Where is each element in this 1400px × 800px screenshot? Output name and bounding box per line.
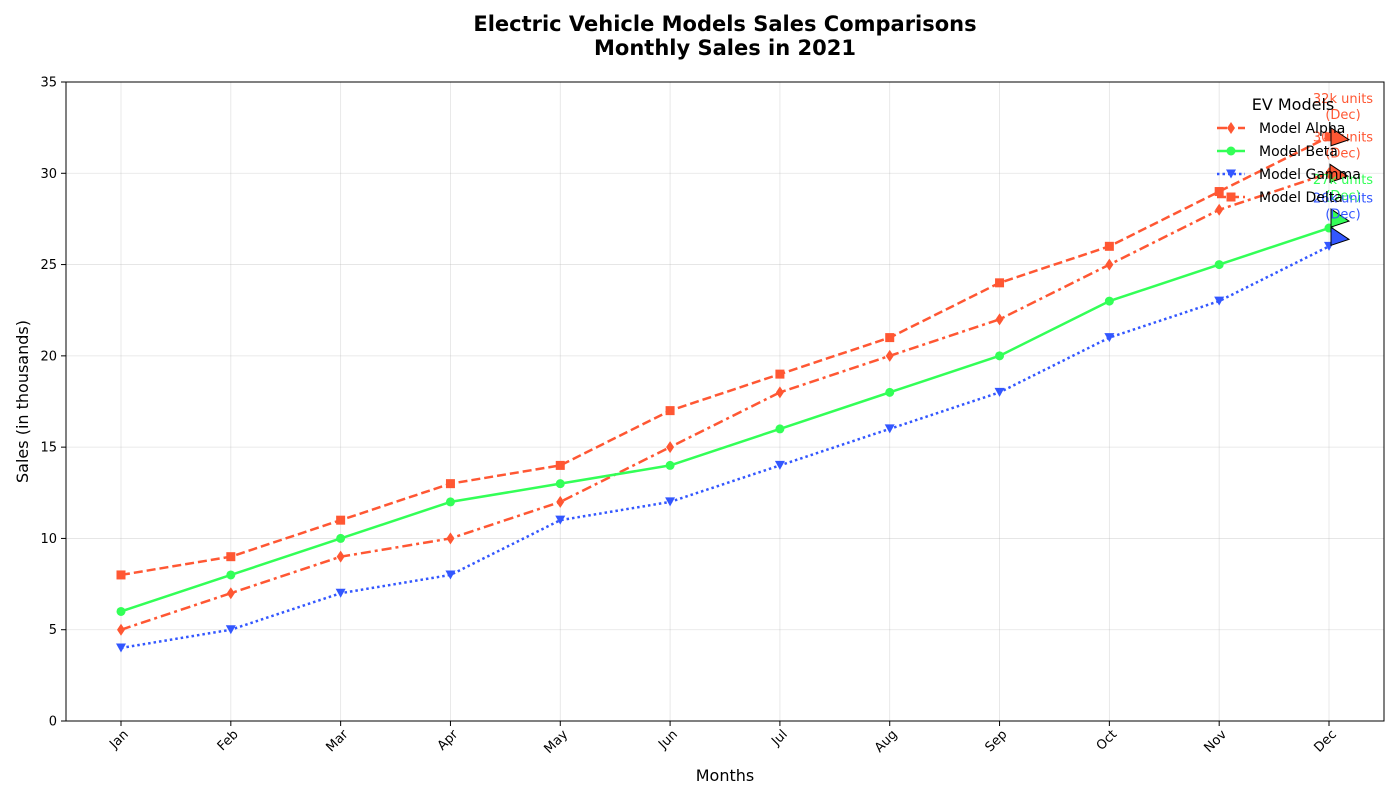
data-point [555, 479, 565, 489]
series-line [120, 226, 1330, 613]
data-point [1214, 296, 1225, 306]
data-point [885, 333, 895, 343]
data-point [1214, 187, 1224, 197]
data-point [226, 570, 236, 580]
legend-marker [1226, 192, 1236, 202]
y-tick-label: 20 [40, 349, 57, 364]
legend-marker [1227, 122, 1235, 134]
annotation-arrow-3 [1330, 126, 1351, 147]
legend-title: EV Models [1252, 95, 1335, 114]
data-point [116, 606, 126, 616]
annotation-arrow-1 [1330, 208, 1351, 228]
data-point [117, 623, 125, 636]
legend-entry: Model Gamma [1217, 167, 1361, 183]
data-point [665, 497, 676, 507]
x-axis-label: Months [696, 766, 754, 785]
data-point [775, 386, 784, 399]
data-point [336, 515, 346, 525]
data-point [446, 532, 455, 545]
y-tick-label: 35 [40, 76, 57, 91]
chart-title: Electric Vehicle Models Sales Comparison… [473, 12, 976, 36]
data-point [445, 479, 455, 489]
y-tick-label: 30 [40, 167, 57, 182]
legend-label: Model Gamma [1259, 167, 1361, 183]
y-tick-label: 15 [40, 441, 57, 456]
data-point [1214, 260, 1224, 270]
legend-marker [1226, 146, 1236, 156]
data-point [885, 387, 895, 397]
legend-label: Model Beta [1259, 144, 1338, 160]
annotation-value: 27k units [1313, 173, 1373, 188]
data-point [445, 497, 455, 507]
data-point [226, 552, 236, 562]
legend-entry: Model Delta [1217, 190, 1343, 206]
series-line [120, 135, 1330, 577]
data-point [335, 588, 346, 598]
annotation-month: (Dec) [1325, 108, 1360, 123]
data-point [555, 460, 565, 470]
annotation-value: 26k units [1313, 191, 1373, 206]
data-point [884, 424, 895, 434]
legend: EV Models Model Alpha Model Beta Model Gam… [1217, 95, 1361, 206]
y-tick-label: 25 [40, 258, 57, 273]
data-point [665, 406, 675, 416]
data-point [336, 550, 345, 563]
y-tick-label: 10 [40, 532, 57, 547]
series-line [120, 172, 1330, 631]
data-point [555, 515, 566, 525]
legend-label: Model Delta [1259, 190, 1343, 206]
annotation-arrow-2 [1330, 226, 1351, 247]
annotation-month: (Dec) [1325, 189, 1360, 204]
legend-entry: Model Beta [1217, 144, 1338, 160]
data-point [1104, 333, 1115, 343]
series-model-gamma [116, 241, 1334, 653]
annotation-month: (Dec) [1325, 146, 1360, 161]
y-tick-label: 5 [49, 623, 57, 638]
y-axis-label: Sales (in thousands) [13, 320, 32, 483]
data-point [1215, 203, 1224, 216]
data-point [226, 587, 235, 600]
legend-label: Model Alpha [1259, 121, 1345, 137]
annotation-value: 32k units [1313, 92, 1373, 107]
data-point [1104, 241, 1114, 251]
data-point [995, 351, 1005, 361]
data-point [885, 349, 894, 362]
annotation-layer: 30k units(Dec)27k units(Dec)26k units(De… [1313, 92, 1373, 247]
grid-layer [66, 81, 1384, 722]
series-layer [116, 132, 1334, 653]
data-point [1324, 132, 1334, 142]
data-point [445, 570, 456, 580]
data-point [994, 387, 1005, 397]
chart-subtitle: Monthly Sales in 2021 [594, 36, 856, 60]
legend-marker [1226, 169, 1236, 179]
plot-frame [65, 81, 1385, 722]
data-point [116, 570, 126, 580]
annotation-month: (Dec) [1325, 207, 1360, 222]
data-point [1105, 258, 1114, 271]
series-model-delta [116, 132, 1334, 580]
y-tick-label: 0 [49, 715, 57, 730]
data-point [995, 278, 1005, 288]
data-point [556, 495, 565, 508]
data-point [775, 424, 785, 434]
data-point [225, 625, 236, 635]
annotation-arrow-0 [1329, 163, 1350, 183]
data-point [775, 369, 785, 379]
data-point [665, 460, 675, 470]
series-model-beta [116, 223, 1334, 616]
legend-entry: Model Alpha [1217, 121, 1345, 137]
series-line [120, 245, 1330, 650]
data-point [995, 313, 1004, 326]
data-point [666, 441, 675, 454]
data-point [116, 643, 126, 653]
data-point [1104, 296, 1114, 306]
data-point [336, 533, 346, 543]
data-point [774, 460, 785, 470]
